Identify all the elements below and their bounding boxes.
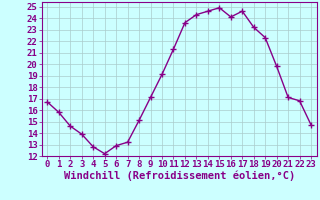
X-axis label: Windchill (Refroidissement éolien,°C): Windchill (Refroidissement éolien,°C) xyxy=(64,171,295,181)
